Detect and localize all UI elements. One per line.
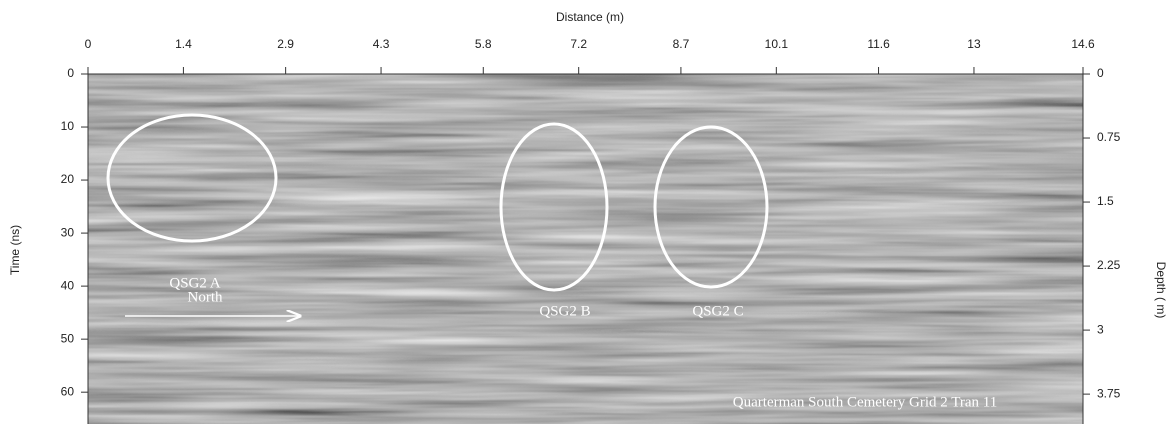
y-tick-label: 40 xyxy=(61,278,75,292)
y2-tick-label: 0 xyxy=(1097,66,1104,80)
y2-tick-label: 1.5 xyxy=(1097,194,1114,208)
x-tick-label: 14.6 xyxy=(1071,37,1095,51)
y-tick-label: 30 xyxy=(61,225,75,239)
y2-tick-label: 2.25 xyxy=(1097,258,1121,272)
y2-axis-title: Depth ( m) xyxy=(1154,262,1168,319)
x-tick-label: 13 xyxy=(967,37,981,51)
y-tick-label: 20 xyxy=(61,172,75,186)
x-tick-label: 5.8 xyxy=(475,37,492,51)
annotation-label: QSG2 A xyxy=(169,275,220,291)
annotation-label: QSG2 C xyxy=(692,303,743,319)
y2-tick-label: 3 xyxy=(1097,322,1104,336)
y-tick-label: 10 xyxy=(61,119,75,133)
x-tick-label: 7.2 xyxy=(570,37,587,51)
x-tick-label: 1.4 xyxy=(175,37,192,51)
chart: Distance (m) Time (ns) Depth ( m) North … xyxy=(0,0,1175,424)
x-tick-label: 2.9 xyxy=(277,37,294,51)
x-tick-label: 11.6 xyxy=(867,37,890,51)
y-axis-title: Time (ns) xyxy=(8,225,22,275)
x-tick-label: 4.3 xyxy=(373,37,390,51)
y2-tick-label: 3.75 xyxy=(1097,386,1121,400)
x-tick-label: 10.1 xyxy=(765,37,789,51)
x-axis-title: Distance (m) xyxy=(556,10,624,24)
y2-tick-label: 0.75 xyxy=(1097,130,1121,144)
y-tick-label: 50 xyxy=(61,331,75,345)
x-tick-label: 8.7 xyxy=(673,37,690,51)
y-tick-label: 60 xyxy=(61,384,75,398)
y-tick-label: 0 xyxy=(67,66,74,80)
annotation-label: QSG2 B xyxy=(539,303,590,319)
caption: Quarterman South Cemetery Grid 2 Tran 11 xyxy=(733,394,997,410)
radargram-image xyxy=(88,74,1083,424)
x-tick-label: 0 xyxy=(85,37,92,51)
direction-label: North xyxy=(188,289,223,305)
